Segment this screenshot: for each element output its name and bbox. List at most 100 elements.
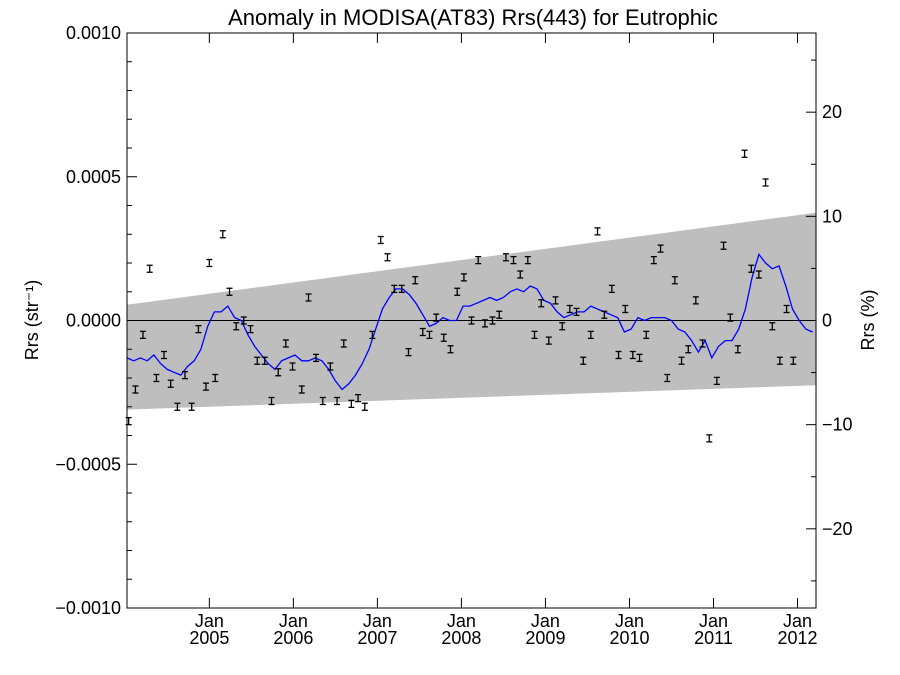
data-point (289, 362, 296, 371)
data-point (552, 296, 559, 305)
data-point (608, 284, 615, 294)
data-point (517, 270, 524, 279)
data-point (692, 296, 699, 305)
x-tick-label-year: 2012 (777, 628, 817, 648)
data-point (510, 255, 517, 265)
data-point (622, 304, 629, 314)
x-tick-label-month: Jan (195, 611, 224, 631)
data-point (657, 244, 664, 253)
x-tick-label-month: Jan (363, 611, 392, 631)
data-point (460, 273, 467, 282)
data-point (160, 350, 167, 360)
data-point (699, 339, 706, 348)
data-point (734, 345, 741, 354)
data-point (573, 307, 580, 317)
x-tick-label-year: 2008 (441, 628, 481, 648)
data-point (678, 356, 685, 365)
data-point (233, 322, 240, 331)
data-point (195, 324, 202, 334)
data-point (361, 402, 368, 411)
data-point (132, 385, 139, 394)
right-tick-label: −20 (822, 519, 853, 539)
data-point (247, 324, 254, 334)
x-tick-label-month: Jan (615, 611, 644, 631)
data-point (369, 330, 376, 340)
x-tick-label-month: Jan (783, 611, 812, 631)
data-point (174, 402, 181, 411)
data-point (202, 382, 209, 391)
data-point (305, 293, 312, 302)
data-point (762, 178, 769, 187)
data-point (212, 373, 219, 383)
data-point (219, 230, 226, 239)
data-point (426, 330, 433, 340)
x-tick-label-year: 2005 (189, 628, 229, 648)
left-tick-label: −0.0005 (55, 454, 121, 474)
data-point (545, 336, 552, 345)
left-tick-label: −0.0010 (55, 598, 121, 618)
data-point (755, 270, 762, 279)
data-point (489, 316, 496, 325)
data-point (327, 362, 334, 371)
data-point (334, 396, 341, 406)
data-point (206, 258, 213, 268)
data-point (769, 322, 776, 331)
data-point (748, 264, 755, 273)
data-point (405, 347, 412, 357)
data-point (720, 241, 727, 250)
data-point (524, 255, 531, 265)
data-point (275, 368, 282, 377)
data-point (340, 339, 347, 348)
data-point (261, 356, 268, 365)
data-point (391, 284, 398, 294)
data-point (629, 350, 636, 360)
data-point (181, 370, 188, 380)
data-point (580, 356, 587, 365)
data-point (776, 356, 783, 365)
data-point (268, 396, 275, 406)
left-tick-label: 0.0005 (66, 167, 121, 187)
data-point (713, 376, 720, 386)
data-point (475, 255, 482, 265)
data-point (790, 356, 797, 365)
data-point (496, 310, 503, 319)
x-tick-label-year: 2009 (525, 628, 565, 648)
data-point (643, 330, 650, 340)
x-tick-label-month: Jan (531, 611, 560, 631)
left-tick-label: 0.0010 (66, 23, 121, 43)
right-y-axis: −20 −10 0 10 20 (806, 59, 853, 582)
data-point (636, 353, 643, 363)
data-point (377, 235, 384, 245)
data-point (153, 373, 160, 383)
data-point (502, 253, 509, 262)
anomaly-points-series (125, 149, 797, 443)
data-point (559, 322, 566, 331)
x-tick-label-year: 2006 (273, 628, 313, 648)
right-tick-label: −10 (822, 415, 853, 435)
data-point (319, 396, 326, 406)
data-point (447, 345, 454, 354)
right-tick-label: 20 (822, 102, 842, 122)
data-point (440, 333, 447, 342)
running-mean-series (126, 253, 813, 391)
data-point (538, 299, 545, 308)
chart-title: Anomaly in MODISA(AT83) Rrs(443) for Eut… (228, 5, 718, 30)
right-axis-label: Rrs (%) (858, 290, 878, 351)
data-point (254, 356, 261, 365)
data-point (650, 255, 657, 265)
left-tick-label: 0.0000 (66, 311, 121, 331)
data-point (454, 287, 461, 296)
data-point (188, 402, 195, 411)
data-point (741, 149, 748, 158)
data-point (433, 313, 440, 322)
data-point (412, 276, 419, 285)
data-point (167, 379, 174, 388)
data-point (685, 345, 692, 354)
data-point (587, 330, 594, 340)
data-point (664, 373, 671, 383)
data-point (615, 350, 622, 360)
data-point (531, 330, 538, 340)
running-mean-line (126, 253, 813, 391)
x-tick-label-month: Jan (699, 611, 728, 631)
